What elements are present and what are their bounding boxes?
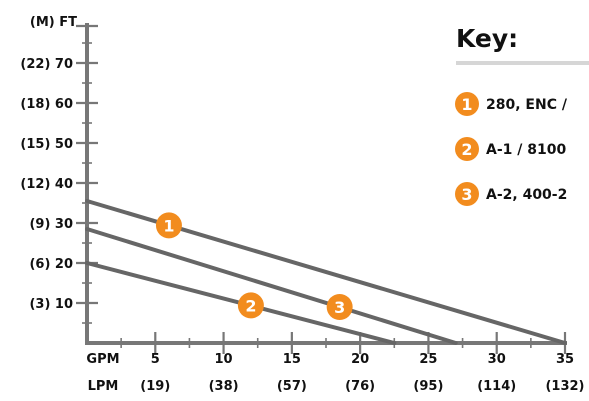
legend-entry-label: A-1 / 8100 bbox=[486, 142, 566, 158]
legend-marker-3 bbox=[455, 182, 479, 206]
x-axis-tick-label-gpm: 5 bbox=[151, 352, 160, 367]
x-axis-tick-label-lpm: (19) bbox=[140, 379, 170, 394]
y-axis-tick-label: (9) 30 bbox=[29, 217, 73, 232]
legend-marker-number: 3 bbox=[461, 185, 472, 204]
legend: Key: 1 280, ENC / 2 A-1 / 8100 3 A-2, 400-2 bbox=[455, 24, 589, 206]
x-axis-unit-label-gpm: GPM bbox=[86, 352, 119, 367]
y-axis-tick-label: (12) 40 bbox=[20, 177, 73, 192]
y-axis-unit-label: (M) FT bbox=[30, 15, 77, 30]
y-axis-tick-label: (18) 60 bbox=[20, 97, 73, 112]
x-axis-tick-label-gpm: 10 bbox=[215, 352, 233, 367]
series-marker-number: 2 bbox=[245, 296, 256, 315]
legend-marker-1 bbox=[455, 92, 479, 116]
x-axis-tick-label-lpm: (38) bbox=[209, 379, 239, 394]
y-axis-tick-label: (22) 70 bbox=[20, 57, 73, 72]
x-axis-tick-label-gpm: 15 bbox=[283, 352, 301, 367]
series-markers: 1 2 3 bbox=[155, 212, 353, 320]
x-axis-tick-label-gpm: 35 bbox=[556, 352, 574, 367]
x-axis-tick-label-lpm: (132) bbox=[545, 379, 584, 394]
x-axis-tick-label-lpm: (76) bbox=[345, 379, 375, 394]
x-axis-tick-label-lpm: (95) bbox=[413, 379, 443, 394]
y-axis-tick-label: (3) 10 bbox=[29, 297, 73, 312]
axes: (M) FT (3) 10 (6) 20 (9) 30 (12) 40 (15) 50 (1… bbox=[20, 15, 584, 394]
x-axis-tick-label-lpm: (57) bbox=[277, 379, 307, 394]
legend-marker-2 bbox=[455, 137, 479, 161]
x-axis-tick-label-gpm: 20 bbox=[351, 352, 369, 367]
series-marker-number: 1 bbox=[163, 216, 174, 235]
series-marker-3 bbox=[326, 294, 353, 320]
x-axis-unit-label-lpm: LPM bbox=[88, 379, 119, 394]
x-axis-tick-label-gpm: 30 bbox=[488, 352, 506, 367]
legend-entry-label: A-2, 400-2 bbox=[486, 187, 567, 203]
x-axis-tick-label-gpm: 25 bbox=[419, 352, 437, 367]
legend-entry-label: 280, ENC / bbox=[486, 97, 568, 113]
y-axis-tick-label: (6) 20 bbox=[29, 257, 73, 272]
series-line-3 bbox=[85, 227, 458, 345]
y-axis-tick-label: (15) 50 bbox=[20, 137, 73, 152]
series-marker-1 bbox=[155, 212, 182, 239]
series-marker-2 bbox=[237, 292, 264, 319]
legend-marker-number: 1 bbox=[461, 95, 472, 114]
series-marker-number: 3 bbox=[334, 298, 345, 317]
x-axis-tick-label-lpm: (114) bbox=[477, 379, 516, 394]
legend-marker-number: 2 bbox=[461, 140, 472, 159]
legend-title: Key: bbox=[456, 24, 518, 53]
